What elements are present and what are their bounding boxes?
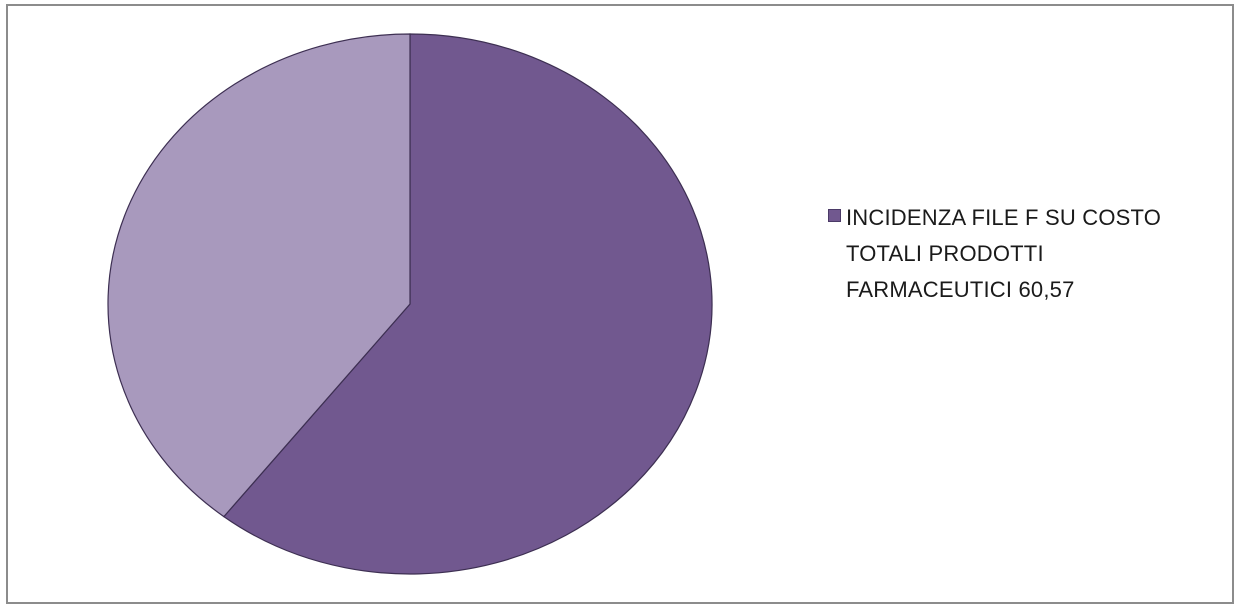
pie-slice-2 <box>107 33 411 518</box>
legend-swatch <box>828 209 841 222</box>
legend: INCIDENZA FILE F SU COSTO TOTALI PRODOTT… <box>828 200 1216 308</box>
pie-slice-1 <box>222 33 713 575</box>
legend-entry-label: INCIDENZA FILE F SU COSTO TOTALI PRODOTT… <box>846 205 1162 302</box>
